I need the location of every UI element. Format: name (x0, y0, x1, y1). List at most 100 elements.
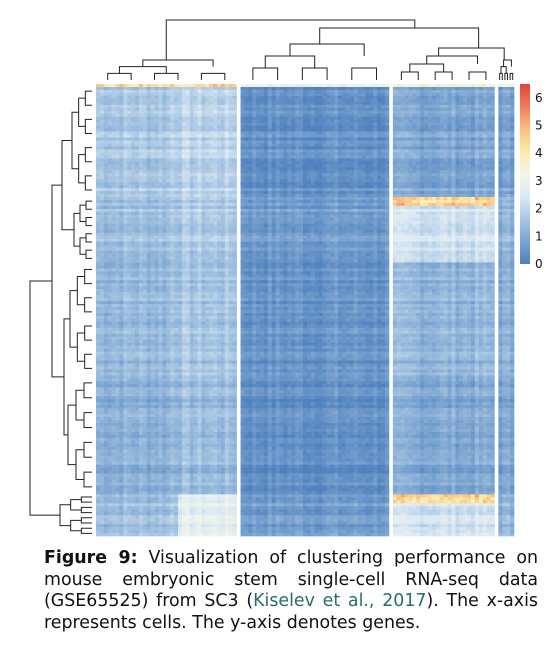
heatmap-cell (220, 134, 226, 138)
heatmap-cell (412, 164, 417, 168)
heatmap-cell (412, 182, 417, 186)
heatmap-cell (455, 170, 460, 174)
heatmap-cell (474, 143, 480, 147)
heatmap-cell (361, 95, 366, 100)
heatmap-cell (431, 202, 437, 207)
heatmap-cell (310, 131, 316, 135)
heatmap-cell (435, 208, 441, 213)
heatmap-cell (154, 161, 159, 165)
heatmap-cell (498, 197, 503, 201)
heatmap-cell (443, 217, 448, 222)
heatmap-cell (357, 95, 362, 100)
heatmap-cell (478, 214, 484, 219)
heatmap-cell (455, 119, 460, 123)
heatmap-cell (357, 220, 362, 225)
heatmap-cell (474, 98, 480, 103)
heatmap-cell (150, 182, 155, 186)
heatmap-cell (260, 92, 265, 97)
heatmap-cell (174, 173, 179, 177)
heatmap-cell (373, 211, 378, 216)
heatmap-cell (318, 164, 323, 168)
heatmap-cell (111, 194, 116, 198)
heatmap-cell (345, 110, 351, 115)
heatmap-cell (443, 95, 448, 100)
heatmap-cell (455, 137, 460, 141)
heatmap-cell (224, 220, 230, 225)
heatmap-cell (138, 131, 144, 135)
heatmap-cell (490, 161, 495, 165)
heatmap-cell (455, 202, 460, 207)
heatmap-cell (322, 125, 327, 129)
heatmap-cell (373, 214, 378, 219)
heatmap-cell (338, 101, 343, 106)
heatmap-cell (478, 104, 484, 109)
heatmap-cell (248, 173, 253, 177)
heatmap-cell (478, 110, 484, 115)
heatmap-cell (373, 89, 378, 94)
heatmap-cell (408, 220, 413, 225)
heatmap-cell (326, 89, 331, 94)
heatmap-cell (240, 211, 245, 216)
heatmap-cell (478, 199, 484, 204)
heatmap-cell (490, 125, 495, 129)
heatmap-cell (295, 199, 300, 204)
heatmap-cell (275, 155, 280, 159)
heatmap-cell (420, 179, 425, 183)
heatmap-cell (303, 137, 308, 141)
heatmap-cell (451, 146, 456, 150)
heatmap-cell (306, 98, 312, 103)
heatmap-cell (150, 217, 155, 222)
heatmap-cell (166, 107, 171, 112)
heatmap-cell (400, 110, 405, 115)
heatmap-cell (439, 143, 444, 147)
heatmap-cell (349, 182, 355, 186)
heatmap-cell (127, 98, 132, 103)
heatmap-cell (326, 220, 331, 225)
heatmap-cell (420, 194, 425, 198)
heatmap-cell (353, 202, 358, 207)
heatmap-cell (392, 143, 398, 147)
col-dendro-branch (351, 67, 378, 80)
heatmap-cell (463, 125, 468, 129)
heatmap-cell (424, 173, 429, 177)
heatmap-cell (252, 167, 257, 171)
heatmap-cell (138, 143, 144, 147)
heatmap-cell (275, 116, 280, 121)
heatmap-cell (220, 179, 226, 183)
heatmap-cell (338, 167, 343, 171)
heatmap-cell (283, 194, 288, 198)
heatmap-cell (119, 119, 124, 123)
heatmap-cell (181, 170, 187, 174)
heatmap-cell (256, 155, 261, 159)
heatmap-cell (490, 119, 495, 123)
heatmap-cell (435, 104, 441, 109)
heatmap-cell (424, 155, 429, 159)
heatmap-cell (303, 214, 308, 219)
heatmap-cell (381, 125, 386, 129)
heatmap-cell (185, 122, 191, 126)
heatmap-cell (256, 122, 261, 126)
heatmap-cell (408, 179, 413, 183)
heatmap-cell (256, 202, 261, 207)
heatmap-cell (185, 84, 191, 88)
heatmap-cell (384, 122, 390, 126)
heatmap-cell (424, 170, 429, 174)
heatmap-cell (127, 173, 132, 177)
heatmap-cell (232, 104, 237, 109)
heatmap-cell (197, 197, 202, 201)
heatmap-cell (260, 134, 265, 138)
heatmap-cell (443, 119, 448, 123)
col-dendro-branch (434, 71, 453, 80)
heatmap-cell (146, 188, 151, 192)
heatmap-cell (228, 161, 233, 165)
heatmap-cell (228, 101, 233, 106)
heatmap-cell (435, 199, 441, 204)
heatmap-cell (217, 146, 222, 150)
heatmap-cell (119, 173, 124, 177)
heatmap-cell (506, 214, 511, 219)
heatmap-cell (138, 155, 144, 159)
heatmap-cell (506, 119, 511, 123)
heatmap-cell (498, 122, 503, 126)
heatmap-cell (154, 188, 159, 192)
heatmap-cell (150, 176, 155, 180)
